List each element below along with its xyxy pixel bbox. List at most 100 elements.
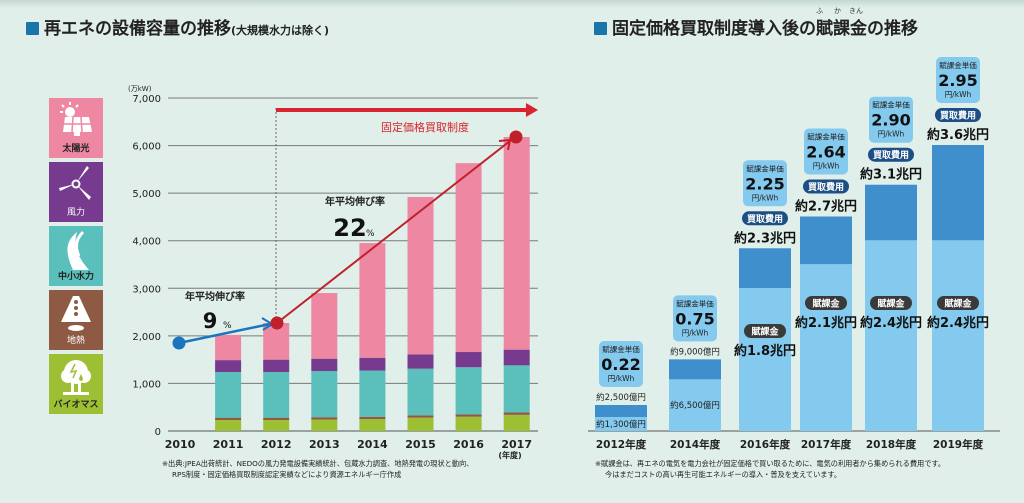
unit-price-value: 0.22 bbox=[601, 355, 640, 374]
purchase-cost-bar-2014年度 bbox=[669, 359, 721, 380]
unit-price-value: 2.95 bbox=[938, 71, 977, 90]
purchase-value-label: 約2.3兆円 bbox=[734, 230, 796, 246]
unit-price-unit: 円/kWh bbox=[608, 374, 635, 383]
bar-segment-2017 bbox=[503, 349, 530, 366]
river-icon bbox=[67, 230, 89, 270]
surcharge-value-label: 約6,500億円 bbox=[670, 400, 720, 411]
x-tick-label: 2016年度 bbox=[740, 438, 791, 451]
bar-segment-2014 bbox=[359, 370, 386, 417]
surcharge-badge bbox=[744, 324, 786, 338]
y-tick-label: 0 bbox=[155, 427, 161, 438]
growth-arrow-before-fit bbox=[178, 322, 271, 345]
bar-segment-2016 bbox=[455, 414, 482, 417]
purchase-badge-label: 買取費用 bbox=[873, 149, 909, 161]
surcharge-bar-2014年度 bbox=[669, 379, 721, 431]
ruby-fu: ふ bbox=[816, 7, 823, 15]
purchase-cost-bar-2019年度 bbox=[932, 145, 984, 241]
legend-item-solar: 太陽光 bbox=[49, 98, 103, 158]
ruby-kin: きん bbox=[849, 7, 863, 15]
unit-price-label: 賦課金単価 bbox=[676, 298, 714, 308]
bar-segment-2011 bbox=[215, 420, 242, 431]
left-source-note: ※出典:JPEA出荷統計、NEDOの風力発電設備実績統計、包蔵水力調査、地熱発電… bbox=[162, 458, 473, 480]
right-title-post: の推移 bbox=[867, 19, 918, 39]
unit-price-box bbox=[804, 128, 848, 175]
x-tick-label: 2014 bbox=[357, 438, 388, 451]
x-axis-unit-label: (年度) bbox=[498, 450, 521, 460]
bar-segment-2011 bbox=[215, 360, 242, 373]
unit-price-unit: 円/kWh bbox=[813, 162, 840, 171]
left-subtitle: (大規模水力は除く) bbox=[231, 24, 330, 37]
point-2017 bbox=[509, 130, 523, 144]
bar-segment-2014 bbox=[359, 357, 386, 371]
unit-price-unit: 円/kWh bbox=[878, 130, 905, 139]
x-tick-label: 2017 bbox=[501, 438, 532, 451]
bar-segment-2016 bbox=[455, 352, 482, 368]
unit-price-unit: 円/kWh bbox=[682, 328, 709, 337]
x-tick-label: 2017年度 bbox=[801, 438, 852, 451]
tree-icon bbox=[61, 360, 91, 395]
legend-label: バイオマス bbox=[53, 400, 99, 410]
purchase-badge-label: 買取費用 bbox=[747, 213, 783, 225]
purchase-value-label: 約3.6兆円 bbox=[927, 127, 989, 143]
unit-price-box bbox=[869, 96, 913, 143]
purchase-cost-bar-2016年度 bbox=[739, 248, 791, 288]
growth-arrow-after-fit bbox=[276, 140, 511, 324]
x-tick-label: 2012 bbox=[261, 438, 292, 451]
left-title-text: 再エネの設備容量の推移 bbox=[44, 19, 231, 39]
surcharge-bar-2019年度 bbox=[932, 240, 984, 431]
bar-segment-2017 bbox=[503, 414, 530, 431]
surcharge-value-label: 約1,300億円 bbox=[596, 419, 646, 430]
y-tick-label: 7,000 bbox=[132, 94, 161, 105]
x-tick-label: 2016 bbox=[453, 438, 484, 451]
bar-segment-2012 bbox=[263, 372, 290, 418]
bar-segment-2015 bbox=[407, 196, 434, 355]
x-tick-label: 2011 bbox=[213, 438, 244, 451]
y-tick-label: 5,000 bbox=[132, 189, 161, 200]
growth-after-label: 年平均伸び率 bbox=[325, 195, 385, 208]
note-line: RPS制度・固定価格買取制度認定実績などにより資源エネルギー庁作成 bbox=[172, 470, 402, 479]
unit-price-box bbox=[743, 160, 787, 207]
bar-segment-2016 bbox=[455, 416, 482, 431]
surcharge-value-label: 約2.1兆円 bbox=[795, 315, 857, 331]
note-line: ※賦課金は、再エネの電気を電力会社が固定価格で買い取るために、電気の利用者から集… bbox=[595, 459, 946, 468]
bar-segment-2015 bbox=[407, 415, 434, 418]
bar-segment-2015 bbox=[407, 368, 434, 416]
bar-segment-2012 bbox=[263, 420, 290, 431]
y-tick-label: 6,000 bbox=[132, 142, 161, 153]
purchase-badge bbox=[803, 179, 849, 194]
unit-price-box bbox=[599, 341, 643, 387]
bar-segment-2013 bbox=[311, 293, 338, 359]
purchase-value-label: 約9,000億円 bbox=[670, 346, 720, 357]
bar-segment-2011 bbox=[215, 372, 242, 418]
surcharge-value-label: 約2.4兆円 bbox=[927, 315, 989, 331]
purchase-badge-label: 買取費用 bbox=[940, 110, 976, 122]
bar-segment-2013 bbox=[311, 417, 338, 420]
legend-label: 風力 bbox=[66, 208, 85, 218]
surcharge-value-label: 約2.4兆円 bbox=[860, 315, 922, 331]
bar-segment-2016 bbox=[455, 163, 482, 353]
unit-price-label: 賦課金単価 bbox=[939, 60, 977, 70]
surcharge-bar-2018年度 bbox=[865, 240, 917, 431]
x-tick-label: 2012年度 bbox=[596, 438, 647, 451]
bar-segment-2012 bbox=[263, 359, 290, 373]
growth-before-unit: % bbox=[223, 321, 232, 331]
right-title-pre: 固定価格買取制度導入後の bbox=[612, 19, 816, 39]
purchase-badge bbox=[742, 211, 788, 226]
purchase-value-label: 約3.1兆円 bbox=[860, 167, 922, 183]
legend-label: 中小水力 bbox=[57, 272, 94, 282]
solar-panel-icon bbox=[60, 102, 92, 136]
right-chart-title: 固定価格買取制度導入後の賦課金の推移 bbox=[594, 14, 918, 39]
growth-after-value: 22 bbox=[333, 214, 366, 242]
purchase-badge bbox=[868, 147, 914, 162]
top-shadow bbox=[0, 0, 1024, 8]
unit-price-value: 2.25 bbox=[745, 174, 784, 193]
bar-segment-2014 bbox=[359, 419, 386, 431]
legend: 太陽光 風力 中小水力 地熱 バイオマス bbox=[49, 98, 103, 418]
unit-price-unit: 円/kWh bbox=[945, 90, 972, 99]
purchase-cost-bar-2017年度 bbox=[800, 216, 852, 265]
x-tick-label: 2018年度 bbox=[866, 438, 917, 451]
wind-turbine-icon bbox=[59, 166, 91, 200]
unit-price-label: 賦課金単価 bbox=[807, 132, 845, 142]
